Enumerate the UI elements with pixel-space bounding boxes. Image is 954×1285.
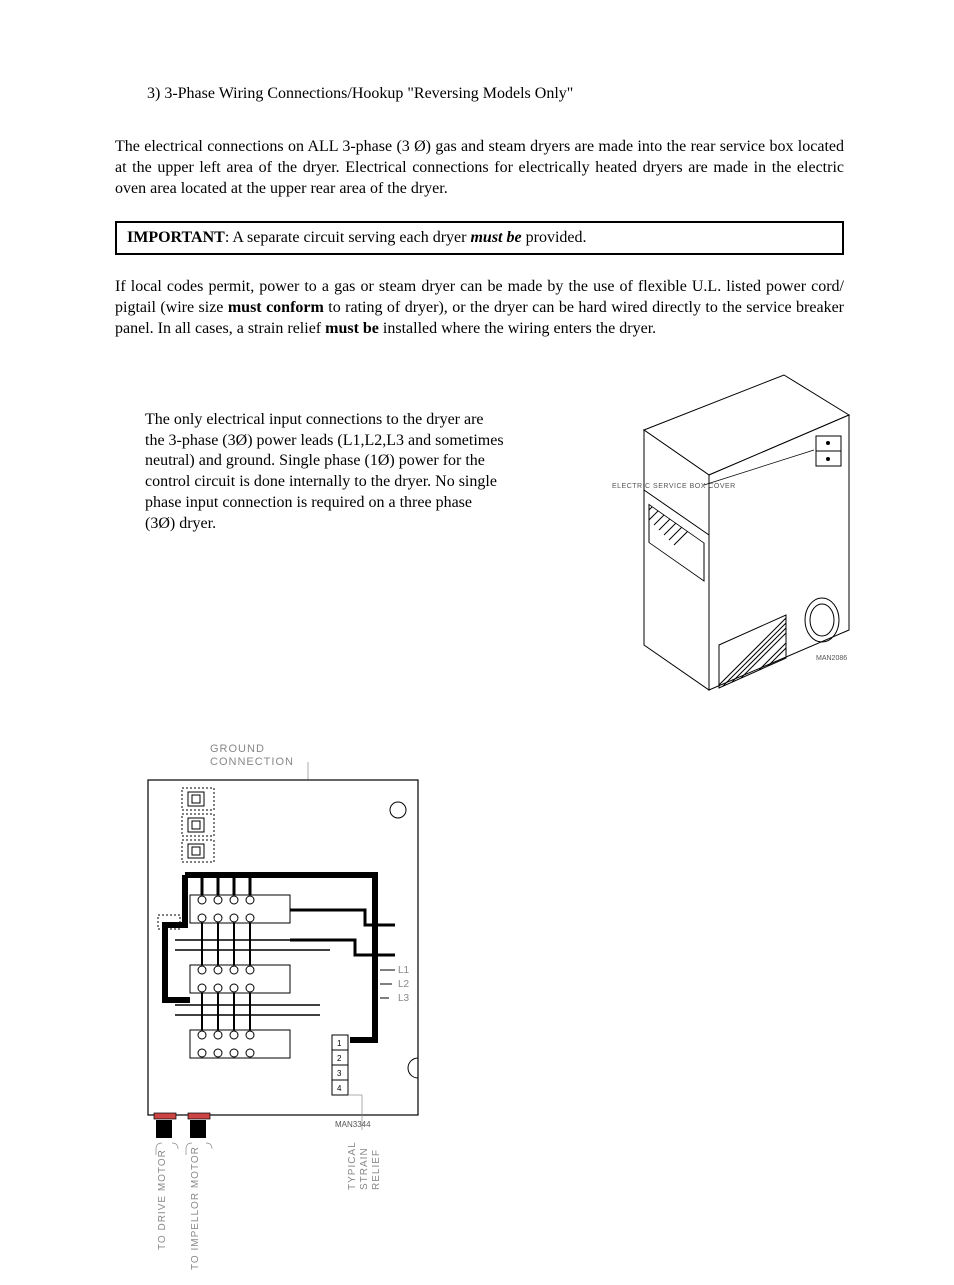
dryer-svg: ELECTRIC SERVICE BOX COVER MAN2086 (554, 360, 874, 720)
wiring-diagram: GROUND CONNECTION (130, 740, 844, 1285)
important-pre: : A separate circuit serving each dryer (225, 229, 471, 246)
ground-label-2: CONNECTION (210, 756, 294, 768)
important-must: must be (470, 229, 521, 246)
term-2: 2 (337, 1054, 342, 1063)
label-l2: L2 (398, 979, 410, 990)
section-title-text: 3-Phase Wiring Connections/Hookup "Rever… (164, 85, 573, 102)
label-strain-1: TYPICAL (347, 1141, 358, 1190)
wiring-mannum: MAN3344 (335, 1120, 371, 1129)
important-callout: IMPORTANT: A separate circuit serving ea… (115, 221, 844, 255)
p2-b1: must conform (228, 299, 324, 316)
label-l1: L1 (398, 965, 410, 976)
p2-b2: must be (325, 320, 379, 337)
dryer-mannum: MAN2086 (816, 655, 847, 662)
label-impellor-motor: TO IMPELLOR MOTOR (190, 1146, 201, 1270)
label-strain-2: STRAIN (359, 1147, 370, 1190)
paragraph-2: If local codes permit, power to a gas or… (115, 277, 844, 339)
dryer-label-service-box: ELECTRIC SERVICE BOX COVER (612, 483, 736, 490)
p2-post: installed where the wiring enters the dr… (379, 320, 656, 337)
section-number: 3) (147, 85, 160, 102)
dryer-illustration: ELECTRIC SERVICE BOX COVER MAN2086 (545, 390, 844, 730)
ground-label-1: GROUND (210, 743, 265, 755)
important-label: IMPORTANT (127, 229, 225, 246)
term-4: 4 (337, 1084, 342, 1093)
important-post: provided. (522, 229, 587, 246)
label-strain-3: RELIEF (371, 1149, 382, 1190)
paragraph-3: The only electrical input connections to… (145, 410, 505, 535)
term-3: 3 (337, 1069, 342, 1078)
wiring-svg: GROUND CONNECTION (130, 740, 440, 1280)
paragraph-1: The electrical connections on ALL 3-phas… (115, 137, 844, 199)
label-l3: L3 (398, 993, 410, 1004)
term-1: 1 (337, 1039, 342, 1048)
two-column-row: The only electrical input connections to… (115, 390, 844, 730)
section-title: 3) 3-Phase Wiring Connections/Hookup "Re… (147, 85, 844, 103)
